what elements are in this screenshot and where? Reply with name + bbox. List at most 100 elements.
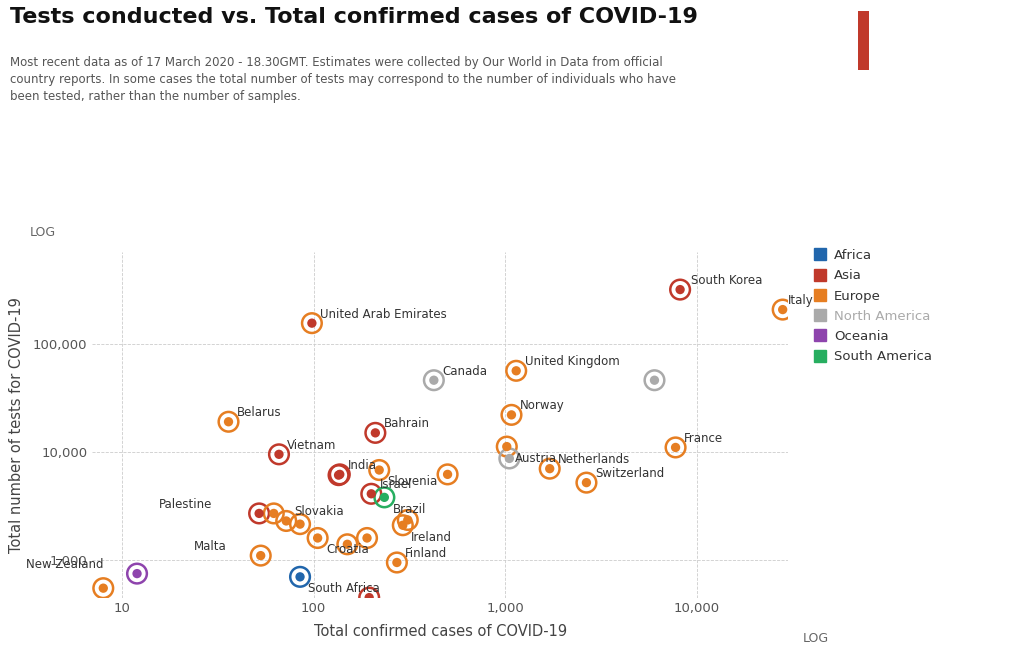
Point [368,428,384,438]
Text: Ireland: Ireland [411,531,453,544]
Text: Netherlands: Netherlands [558,453,631,466]
Point [439,469,456,479]
Text: Brazil: Brazil [392,503,426,516]
Point [399,515,416,525]
Legend: Africa, Asia, Europe, North America, Oceania, South America: Africa, Asia, Europe, North America, Oce… [809,245,936,367]
Point [95,583,112,594]
Point [270,449,287,459]
Text: Our World
in Data: Our World in Data [901,25,972,54]
Text: United Kingdom: United Kingdom [524,355,620,369]
Point [501,453,517,463]
Point [339,539,355,550]
Point [129,568,145,579]
Text: Israel: Israel [380,478,412,491]
Point [376,492,392,503]
Point [364,489,380,499]
Point [499,442,515,452]
Text: Finland: Finland [406,547,447,560]
Point [339,539,355,550]
Point [503,410,519,420]
Text: Most recent data as of 17 March 2020 - 18.30GMT. Estimates were collected by Our: Most recent data as of 17 March 2020 - 1… [10,56,676,104]
Text: Canada: Canada [442,365,487,378]
Text: France: France [684,432,723,445]
Point [668,442,684,453]
Text: Malta: Malta [194,540,226,553]
Point [129,568,145,579]
Point [426,375,442,386]
Point [332,469,348,479]
Point [309,533,326,543]
Point [672,284,688,295]
Text: Belarus: Belarus [237,406,282,419]
Text: LOG: LOG [803,632,828,645]
Text: Italy: Italy [788,294,814,307]
Point [774,304,791,315]
Point [361,592,378,603]
Point [331,470,347,481]
Point [646,375,663,386]
Point [371,465,387,475]
Point [270,449,287,459]
Point [361,592,378,603]
Point [579,477,595,488]
Point [265,508,282,519]
Point [331,470,347,481]
Point [292,572,308,582]
Point [394,520,411,531]
Point [774,304,791,315]
Point [304,318,321,329]
Point [399,515,416,525]
Point [358,533,375,543]
Point [371,465,387,475]
Point [579,477,595,488]
Text: Slovenia: Slovenia [387,475,438,488]
Point [368,428,384,438]
Point [251,508,267,519]
Text: Norway: Norway [520,399,564,412]
Point [279,516,295,527]
Text: Switzerland: Switzerland [595,467,664,480]
Point [668,442,684,453]
Point [358,533,375,543]
Point [309,533,326,543]
Text: Tests conducted vs. Total confirmed cases of COVID-19: Tests conducted vs. Total confirmed case… [10,7,698,27]
Point [499,442,515,452]
Text: Vietnam: Vietnam [288,439,337,452]
Text: Slovakia: Slovakia [295,505,344,519]
Text: Croatia: Croatia [326,543,369,556]
X-axis label: Total confirmed cases of COVID-19: Total confirmed cases of COVID-19 [313,623,567,639]
Point [253,550,269,561]
Point [542,463,558,474]
Point [220,416,237,427]
Point [220,416,237,427]
Point [332,469,348,479]
Point [646,375,663,386]
Point [292,572,308,582]
Point [394,520,411,531]
Text: LOG: LOG [30,226,55,238]
Point [279,516,295,527]
Point [292,519,308,529]
Point [292,519,308,529]
Point [253,550,269,561]
Text: United Arab Emirates: United Arab Emirates [321,307,446,321]
Text: South Africa: South Africa [308,582,380,595]
Point [508,365,524,376]
Text: Austria: Austria [515,452,557,465]
Point [672,284,688,295]
Point [503,410,519,420]
Text: Bahrain: Bahrain [384,417,430,430]
Point [364,489,380,499]
Point [508,365,524,376]
Point [251,508,267,519]
Bar [858,11,868,70]
Text: India: India [348,459,377,472]
Point [389,557,406,568]
Point [426,375,442,386]
Text: Palestine: Palestine [159,498,213,511]
Text: New Zealand: New Zealand [26,558,103,571]
Point [389,557,406,568]
Point [542,463,558,474]
Y-axis label: Total number of tests for COVID-19: Total number of tests for COVID-19 [9,297,25,553]
Text: South Korea: South Korea [691,274,763,287]
